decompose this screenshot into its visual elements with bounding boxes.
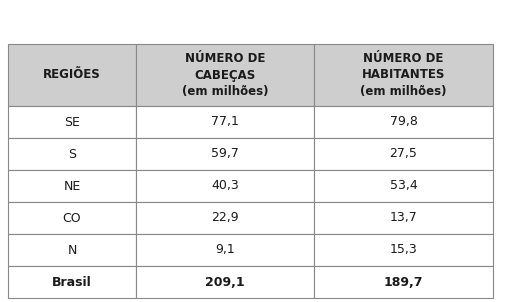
Bar [136, 234, 314, 266]
Text: CO: CO [63, 211, 81, 224]
Text: S: S [68, 147, 76, 160]
Text: SE: SE [64, 115, 80, 128]
Bar [8, 44, 136, 106]
Text: 9,1: 9,1 [215, 243, 235, 256]
Text: 53,4: 53,4 [390, 179, 417, 192]
Bar [8, 106, 136, 138]
Bar [136, 138, 314, 170]
Text: NÚMERO DE
HABITANTES
(em milhões): NÚMERO DE HABITANTES (em milhões) [360, 52, 447, 98]
Text: 40,3: 40,3 [211, 179, 239, 192]
Text: NÚMERO DE
CABEÇAS
(em milhões): NÚMERO DE CABEÇAS (em milhões) [182, 52, 268, 98]
Text: 22,9: 22,9 [211, 211, 239, 224]
Text: 27,5: 27,5 [389, 147, 418, 160]
Bar [8, 234, 136, 266]
Text: NE: NE [63, 179, 81, 192]
Bar [314, 138, 493, 170]
Bar [8, 170, 136, 202]
Text: Brasil: Brasil [52, 275, 92, 288]
Bar [314, 202, 493, 234]
Text: 15,3: 15,3 [390, 243, 417, 256]
Bar [8, 202, 136, 234]
Bar [314, 106, 493, 138]
Bar [136, 266, 314, 298]
Bar [314, 266, 493, 298]
Text: 77,1: 77,1 [211, 115, 239, 128]
Bar [8, 266, 136, 298]
Text: 209,1: 209,1 [205, 275, 245, 288]
Bar [8, 138, 136, 170]
Text: 189,7: 189,7 [384, 275, 423, 288]
Bar [314, 234, 493, 266]
Text: REGIÕES: REGIÕES [43, 69, 101, 82]
Bar [136, 44, 314, 106]
Text: 13,7: 13,7 [390, 211, 417, 224]
Text: 79,8: 79,8 [389, 115, 418, 128]
Bar [136, 202, 314, 234]
Bar [314, 44, 493, 106]
Bar [314, 170, 493, 202]
Text: N: N [67, 243, 77, 256]
Text: 59,7: 59,7 [211, 147, 239, 160]
Bar [136, 106, 314, 138]
Bar [136, 170, 314, 202]
